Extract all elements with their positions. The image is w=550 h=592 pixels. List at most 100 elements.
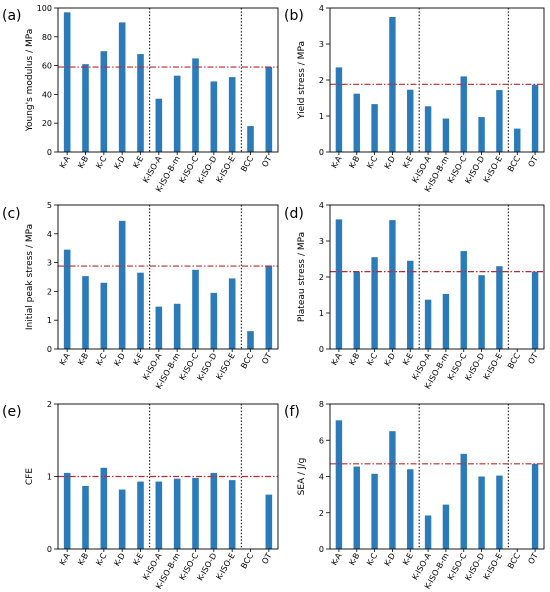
bar	[478, 476, 485, 549]
x-tick-label: K-A	[330, 351, 344, 367]
bar	[100, 51, 108, 153]
bar	[371, 104, 378, 152]
x-tick-label: K-B	[347, 155, 361, 170]
bar	[496, 90, 503, 152]
bar	[496, 266, 503, 349]
bar	[118, 22, 126, 153]
bar	[118, 489, 126, 549]
bar	[371, 473, 378, 549]
y-tick-label: 2	[319, 509, 324, 518]
x-tick-label: K-A	[58, 351, 72, 367]
bar	[173, 75, 181, 152]
bar	[155, 481, 163, 549]
panel-letter: (f)	[284, 404, 300, 420]
bar	[82, 276, 89, 349]
y-tick-label: 0	[319, 545, 324, 554]
y-tick-label: 3	[319, 237, 324, 246]
x-tick-label: BCC	[239, 154, 255, 173]
panel-letter: (a)	[2, 8, 22, 24]
bar	[173, 478, 181, 549]
plot-frame	[57, 204, 279, 350]
bar	[247, 331, 254, 349]
bar	[228, 480, 236, 549]
bar	[531, 463, 539, 549]
x-tick-label: OT	[260, 154, 273, 168]
y-tick-label: 40	[42, 90, 52, 99]
bar	[478, 117, 485, 152]
bar	[247, 126, 254, 152]
bar	[424, 106, 432, 152]
bar	[353, 271, 360, 349]
bar	[100, 282, 108, 349]
bar	[407, 469, 414, 549]
bar	[389, 220, 396, 349]
x-tick-label: K-C	[365, 154, 379, 170]
bar	[531, 84, 539, 152]
y-axis-title: Yield stress / MPa	[297, 41, 307, 120]
y-tick-label: 4	[319, 201, 324, 210]
bar	[335, 219, 343, 349]
bar	[335, 67, 343, 152]
bar	[407, 89, 414, 152]
bar	[192, 269, 199, 349]
bar	[353, 93, 360, 152]
y-tick-label: 0	[319, 345, 324, 354]
x-tick-label: K-B	[76, 552, 90, 567]
x-tick-label: K-E	[401, 552, 415, 567]
bar	[496, 475, 503, 549]
plot-frame	[329, 403, 545, 550]
x-tick-label: K-C	[94, 551, 108, 567]
y-tick-label: 2	[47, 287, 52, 296]
y-tick-label: 1	[319, 309, 324, 318]
x-tick-label: BCC	[506, 551, 522, 570]
bar	[442, 118, 450, 152]
x-tick-label: K-D	[383, 155, 398, 171]
panel-letter: (b)	[284, 8, 304, 24]
bar	[424, 299, 432, 349]
x-tick-label: K-D	[383, 352, 398, 368]
x-tick-label: K-D	[112, 352, 127, 368]
y-tick-label: 1	[47, 316, 52, 325]
y-tick-label: 0	[47, 345, 52, 354]
bar	[137, 272, 144, 349]
bar	[460, 251, 467, 349]
bar	[478, 275, 485, 349]
bar	[514, 128, 521, 152]
y-tick-label: 5	[47, 201, 52, 210]
x-tick-label: BCC	[239, 351, 255, 370]
bar	[118, 220, 126, 349]
bar	[389, 431, 396, 549]
x-tick-label: K-C	[94, 154, 108, 170]
y-axis-title: Plateau stress / MPa	[297, 232, 307, 322]
plot-frame	[57, 403, 279, 550]
bar	[173, 303, 181, 349]
x-tick-label: K-A	[58, 551, 72, 567]
plot-frame	[329, 7, 545, 153]
panel-letter: (e)	[2, 404, 22, 420]
y-tick-label: 0	[319, 148, 324, 157]
y-axis-title: SEA / J/g	[297, 458, 307, 496]
x-tick-label: OT	[526, 551, 539, 565]
bar	[371, 257, 378, 349]
chart-panel-4: (d) 0 1 2 3 4 Plateau stress / MPa K-A K-B K-C K-D…	[284, 201, 545, 391]
x-tick-label: BCC	[239, 551, 255, 570]
y-tick-label: 8	[319, 400, 324, 409]
bar	[210, 472, 218, 549]
y-tick-label: 1	[319, 112, 324, 121]
y-axis-title: Initial peak stress / MPa	[25, 224, 35, 330]
bar	[228, 278, 236, 349]
y-axis-title: Young's modulus / MPa	[25, 29, 35, 133]
bar	[82, 485, 89, 549]
plot-frame	[57, 7, 279, 153]
bar	[353, 466, 360, 549]
bar	[407, 260, 414, 349]
chart-panel-3: (c) 0 1 2 3 4 5 Initial peak stress / MPa K-A K-B…	[2, 201, 279, 391]
plot-frame	[329, 204, 545, 350]
y-tick-label: 4	[319, 473, 324, 482]
x-tick-label: K-B	[347, 352, 361, 367]
x-tick-label: K-C	[94, 351, 108, 367]
y-tick-label: 80	[42, 33, 52, 42]
